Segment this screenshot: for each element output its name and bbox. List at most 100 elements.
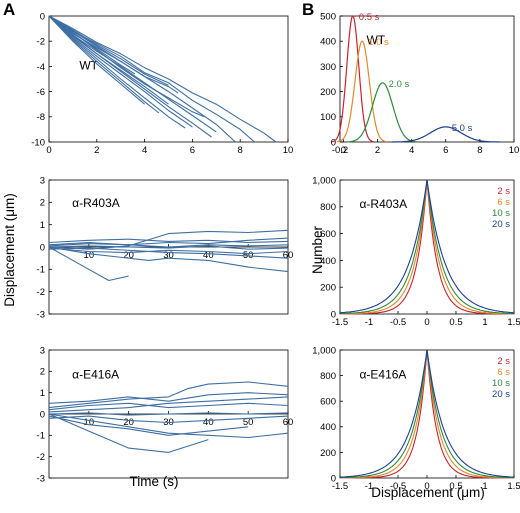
y-tick-label: 600 <box>320 229 336 240</box>
gaussian-fit-3 <box>392 126 500 143</box>
plot-label: α-R403A <box>72 196 120 210</box>
x-tick-label: 1.5 <box>507 317 520 328</box>
trajectory-line-3 <box>48 412 289 416</box>
plot-label: WT <box>366 33 385 47</box>
x-tick-label: 60 <box>283 250 294 261</box>
y-tick-label: 100 <box>320 112 336 123</box>
y-tick-label: 300 <box>320 62 336 73</box>
plot-label: α-E416A <box>359 367 406 381</box>
y-tick-label: 1,000 <box>312 175 336 186</box>
y-tick-label: 0 <box>40 11 45 22</box>
plot-b-r403a: -1.5 -1 -0.5 0 0.5 1 1.5 0 200 400 600 800 1,000 α-R4… <box>312 175 520 328</box>
y-axis-label-a: Displacement (μm) <box>2 193 17 307</box>
distribution-curve-3 <box>340 349 514 478</box>
x-axis-label-b: Displacement (μm) <box>371 485 485 500</box>
y-tick-label: -3 <box>37 473 45 484</box>
x-tick-label: 10 <box>509 145 520 156</box>
legend-entry-3: 20 s <box>492 219 510 230</box>
x-tick-label: 20 <box>123 250 134 261</box>
trajectory-line-6 <box>48 246 129 282</box>
trajectory-line-4 <box>48 15 212 138</box>
y-tick-label: -1 <box>37 265 45 276</box>
x-tick-label: 0.5 <box>449 317 462 328</box>
x-tick-label: 20 <box>123 417 134 428</box>
y-tick-label: 400 <box>320 37 336 48</box>
x-tick-label: 30 <box>163 250 174 261</box>
trajectory-line-4 <box>48 246 289 273</box>
x-tick-label: 2 <box>94 145 99 156</box>
plot-label: WT <box>79 58 98 72</box>
trajectory-line-1 <box>48 229 289 250</box>
y-tick-label: 400 <box>320 422 336 433</box>
x-tick-label: 1 <box>482 317 487 328</box>
y-tick-label: 500 <box>320 11 336 22</box>
legend-entry-1: 6 s <box>497 367 510 378</box>
trajectory-line-5 <box>48 413 289 439</box>
trajectory-line-8 <box>48 15 160 114</box>
x-tick-label: 1 <box>482 481 487 492</box>
x-tick-label: 6 <box>190 145 195 156</box>
trajectory-line-7 <box>48 415 249 436</box>
x-tick-label: 0 <box>424 481 429 492</box>
trajectory-line-0 <box>48 237 289 247</box>
trajectory-line-2 <box>48 396 289 413</box>
trajectory-line-3 <box>48 241 289 248</box>
gaussian-fit-2 <box>346 82 419 143</box>
plot-a-wt: 0 2 4 6 8 10 0 -2 -4 -6 -8 -10 WT <box>31 11 293 156</box>
plot-frame-3 <box>339 15 515 143</box>
gaussian-fit-0 <box>331 15 374 143</box>
y-axis-label-b: Number <box>310 225 325 274</box>
y-tick-label: -6 <box>37 87 45 98</box>
x-tick-label: 0 <box>341 145 346 156</box>
series-label-1: 1.0 s <box>368 37 389 48</box>
y-tick-label: 0 <box>40 409 45 420</box>
x-tick-label: 4 <box>409 145 414 156</box>
plot-frame-0 <box>48 15 289 143</box>
trajectory-line-2 <box>48 247 289 255</box>
x-tick-label: -1.5 <box>332 481 348 492</box>
x-tick-label: -0.5 <box>390 481 406 492</box>
plot-b-e416a: -1.5 -1 -0.5 0 0.5 1 1.5 0 200 400 600 800 1,000 α-E4… <box>312 345 520 492</box>
trajectory-line-0 <box>48 381 289 409</box>
x-tick-label: -1 <box>365 481 373 492</box>
y-tick-label: 1 <box>40 388 45 399</box>
trajectory-line-13 <box>48 15 205 118</box>
y-tick-label: 600 <box>320 397 336 408</box>
trajectory-line-2 <box>48 15 277 143</box>
x-tick-label: 1.5 <box>507 481 520 492</box>
x-tick-label: 6 <box>443 145 448 156</box>
trajectory-line-8 <box>48 238 289 244</box>
x-tick-label: -1.5 <box>332 317 348 328</box>
x-tick-label: 8 <box>477 145 482 156</box>
y-tick-label: -2 <box>37 287 45 298</box>
trajectory-line-9 <box>48 15 145 105</box>
x-tick-label: 40 <box>203 417 214 428</box>
y-tick-label: 800 <box>320 202 336 213</box>
legend-entry-3: 20 s <box>492 389 510 400</box>
x-axis-label-a: Time (s) <box>130 474 179 489</box>
x-tick-label: 10 <box>84 417 95 428</box>
y-tick-label: 1,000 <box>312 345 336 356</box>
x-tick-label: -1 <box>365 317 373 328</box>
y-tick-label: 0 <box>40 242 45 253</box>
y-tick-label: -2 <box>37 37 45 48</box>
y-tick-label: 400 <box>320 256 336 267</box>
y-tick-label: 3 <box>40 175 45 186</box>
y-tick-label: -1 <box>37 431 45 442</box>
y-tick-label: -2 <box>37 452 45 463</box>
y-tick-label: 0 <box>331 473 336 484</box>
plot-label: α-E416A <box>72 367 119 381</box>
y-tick-label: -8 <box>37 112 45 123</box>
series-label-2: 2.0 s <box>389 79 410 90</box>
trajectory-line-12 <box>48 15 169 86</box>
legend-entry-0: 2 s <box>497 186 510 197</box>
x-tick-label: 10 <box>84 250 95 261</box>
legend-entry-0: 2 s <box>497 356 510 367</box>
y-tick-label: -10 <box>31 137 45 148</box>
x-tick-label: 2 <box>375 145 380 156</box>
y-tick-label: -4 <box>37 62 45 73</box>
